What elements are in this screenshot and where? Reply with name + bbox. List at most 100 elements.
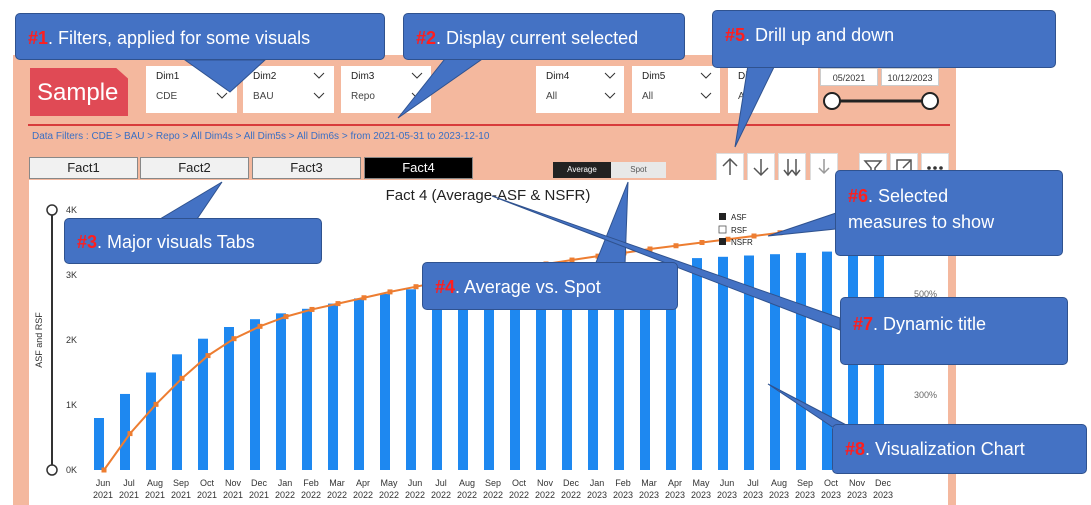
bar-asf[interactable] [120,393,130,470]
date-range-slider[interactable] [820,88,945,114]
drill-hierarchy-icon [818,159,830,175]
x-tick-year: 2023 [639,490,659,500]
x-tick-month: Jan [590,478,605,488]
bar-asf[interactable] [562,269,572,470]
point-nsfr[interactable] [569,257,575,263]
slider-end-handle[interactable] [921,92,939,110]
point-nsfr[interactable] [231,336,237,342]
point-nsfr[interactable] [673,243,679,249]
callout-6: #6. Selected measures to show [835,170,1063,256]
expand-next-level-button[interactable] [778,153,806,181]
y-slider-bottom-handle[interactable] [46,464,58,476]
bar-asf[interactable] [744,255,754,471]
bar-asf[interactable] [94,418,104,470]
bar-asf[interactable] [198,338,208,470]
x-tick-year: 2023 [587,490,607,500]
bar-asf[interactable] [458,281,468,471]
chevron-down-icon [700,92,712,99]
callout-1-pointer [183,59,267,93]
bar-asf[interactable] [146,372,156,471]
drill-down-icon [753,159,769,177]
spot-toggle-button[interactable]: Spot [611,162,666,178]
bar-asf[interactable] [510,275,520,470]
bar-asf[interactable] [302,308,312,470]
bar-asf[interactable] [250,319,260,470]
tab-fact1[interactable]: Fact1 [29,157,138,179]
chart-title: Fact 4 (Average-ASF & NSFR) [386,187,591,204]
bar-asf[interactable] [718,256,728,470]
bar-asf[interactable] [692,258,702,470]
x-tick-month: Jan [278,478,293,488]
legend[interactable]: ASF RSF NSFR [718,213,753,247]
x-tick-month: Sep [485,478,501,488]
date-start-input[interactable]: 05/2021 [820,68,878,86]
bar-asf[interactable] [640,262,650,470]
x-tick-year: 2022 [327,490,347,500]
bar-asf[interactable] [432,285,442,470]
point-nsfr[interactable] [179,375,185,381]
bar-asf[interactable] [224,327,234,470]
tab-fact2[interactable]: Fact2 [140,157,249,179]
bar-asf[interactable] [588,267,598,470]
legend-checkbox-asf[interactable] [719,213,726,220]
slicer-dim5[interactable]: Dim5 All [632,66,720,113]
x-tick-year: 2022 [405,490,425,500]
bar-asf[interactable] [796,252,806,470]
bar-asf[interactable] [380,293,390,470]
point-nsfr[interactable] [335,301,341,307]
point-nsfr[interactable] [283,314,289,320]
callout-4: #4. Average vs. Spot [422,262,678,310]
legend-checkbox-nsfr[interactable] [719,238,726,245]
tab-fact3[interactable]: Fact3 [252,157,361,179]
x-tick-month: Aug [771,478,787,488]
bar-asf[interactable] [614,264,624,470]
bar-asf[interactable] [484,278,494,470]
x-tick-year: 2023 [743,490,763,500]
x-tick-month: Oct [512,478,527,488]
chevron-down-icon [604,92,616,99]
bar-asf[interactable] [328,303,338,470]
point-nsfr[interactable] [725,236,731,242]
point-nsfr[interactable] [309,306,315,312]
bar-asf[interactable] [536,272,546,470]
callout-number: #2 [416,28,437,48]
point-nsfr[interactable] [361,295,367,301]
more-options-icon [927,166,943,170]
point-nsfr[interactable] [647,246,653,252]
average-toggle-button[interactable]: Average [553,162,611,178]
bar-asf[interactable] [666,260,676,470]
callout-text: . Visualization Chart [865,439,1025,459]
callout-text: . Average vs. Spot [455,277,601,297]
y-slider-top-handle[interactable] [46,204,58,216]
chevron-down-icon [700,72,712,79]
legend-checkbox-rsf[interactable] [718,225,727,234]
slicer-dim2[interactable]: Dim2 BAU [243,66,334,113]
point-nsfr[interactable] [413,284,419,290]
x-tick-year: 2023 [717,490,737,500]
bar-asf[interactable] [354,298,364,470]
point-nsfr[interactable] [257,323,263,329]
callout-5: #5. Drill up and down [712,10,1056,68]
callout-7: #7. Dynamic title [840,297,1068,365]
point-nsfr[interactable] [153,401,159,407]
point-nsfr[interactable] [205,353,211,359]
point-nsfr[interactable] [751,233,757,239]
x-tick-month: Nov [849,478,866,488]
x-tick-year: 2023 [665,490,685,500]
point-nsfr[interactable] [699,240,705,245]
bar-asf[interactable] [822,251,832,470]
bar-asf[interactable] [406,289,416,470]
bar-asf[interactable] [172,354,182,470]
point-nsfr[interactable] [127,431,133,437]
point-nsfr[interactable] [387,289,393,295]
tab-fact4[interactable]: Fact4 [364,157,473,179]
point-nsfr[interactable] [101,467,107,473]
slicer-dim4[interactable]: Dim4 All [536,66,624,113]
x-tick-month: Oct [200,478,215,488]
x-tick-month: May [380,478,398,488]
date-end-input[interactable]: 10/12/2023 [881,68,939,86]
bar-asf[interactable] [276,313,286,470]
bar-asf[interactable] [770,254,780,470]
drill-up-button[interactable] [716,153,744,181]
slider-start-handle[interactable] [823,92,841,110]
